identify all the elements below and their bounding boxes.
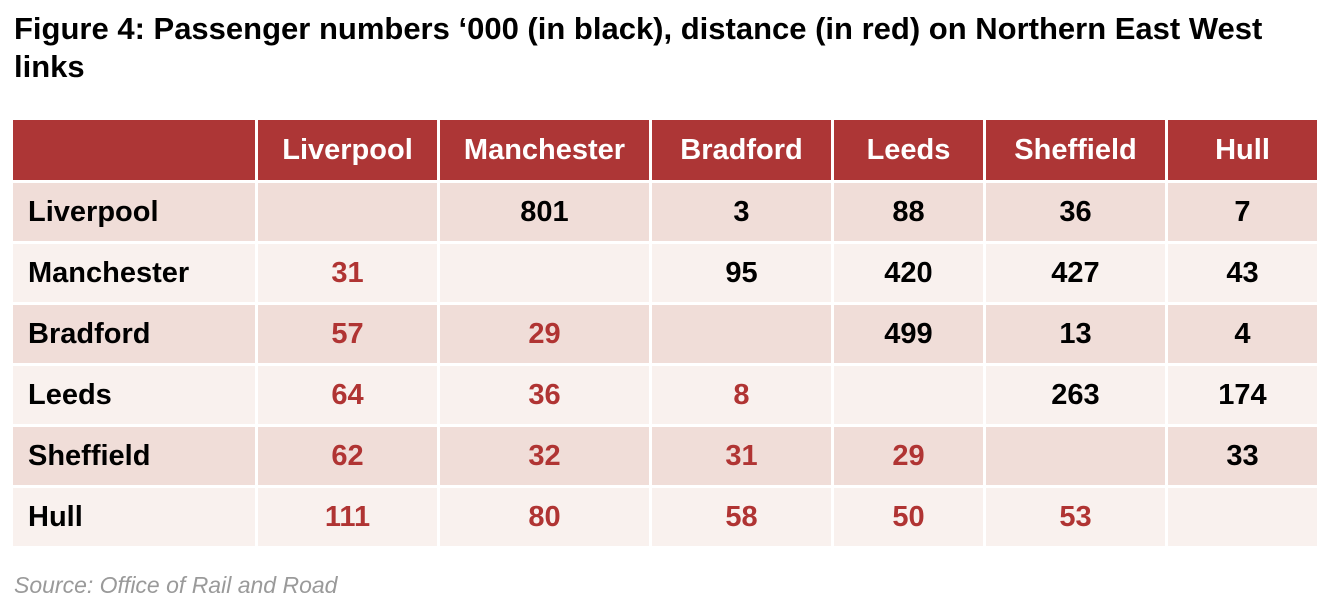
table-cell — [834, 366, 983, 424]
row-label: Sheffield — [13, 427, 255, 485]
column-header: Manchester — [440, 120, 649, 180]
table-cell: 427 — [986, 244, 1165, 302]
table-cell: 7 — [1168, 183, 1317, 241]
table-cell: 3 — [652, 183, 831, 241]
table-cell — [440, 244, 649, 302]
table-cell: 499 — [834, 305, 983, 363]
table-cell: 263 — [986, 366, 1165, 424]
table-cell: 31 — [258, 244, 437, 302]
column-header: Sheffield — [986, 120, 1165, 180]
row-label: Leeds — [13, 366, 255, 424]
source-note: Source: Office of Rail and Road — [14, 572, 338, 598]
row-label: Manchester — [13, 244, 255, 302]
table-cell: 80 — [440, 488, 649, 546]
table-cell — [258, 183, 437, 241]
table-cell: 36 — [986, 183, 1165, 241]
table-cell: 29 — [834, 427, 983, 485]
table-cell: 62 — [258, 427, 437, 485]
table-cell: 64 — [258, 366, 437, 424]
table-cell: 88 — [834, 183, 983, 241]
table-cell: 8 — [652, 366, 831, 424]
row-label: Hull — [13, 488, 255, 546]
table-cell: 420 — [834, 244, 983, 302]
column-header: Bradford — [652, 120, 831, 180]
row-label: Liverpool — [13, 183, 255, 241]
row-label: Bradford — [13, 305, 255, 363]
column-header: Hull — [1168, 120, 1317, 180]
table-cell: 50 — [834, 488, 983, 546]
table-cell: 174 — [1168, 366, 1317, 424]
column-header: Leeds — [834, 120, 983, 180]
table-cell: 53 — [986, 488, 1165, 546]
passenger-distance-table: Liverpool Manchester Bradford Leeds Shef… — [13, 120, 1317, 546]
table-cell: 4 — [1168, 305, 1317, 363]
table-cell: 32 — [440, 427, 649, 485]
table-cell: 801 — [440, 183, 649, 241]
table-cell: 43 — [1168, 244, 1317, 302]
table-cell — [1168, 488, 1317, 546]
table-cell: 111 — [258, 488, 437, 546]
table-cell: 29 — [440, 305, 649, 363]
header-corner — [13, 120, 255, 180]
table-cell: 31 — [652, 427, 831, 485]
table-cell: 58 — [652, 488, 831, 546]
figure-title: Figure 4: Passenger numbers ‘000 (in bla… — [14, 11, 1263, 84]
table-cell: 36 — [440, 366, 649, 424]
table-cell — [986, 427, 1165, 485]
table-cell: 13 — [986, 305, 1165, 363]
table-cell — [652, 305, 831, 363]
table-cell: 33 — [1168, 427, 1317, 485]
table-cell: 95 — [652, 244, 831, 302]
table-cell: 57 — [258, 305, 437, 363]
column-header: Liverpool — [258, 120, 437, 180]
